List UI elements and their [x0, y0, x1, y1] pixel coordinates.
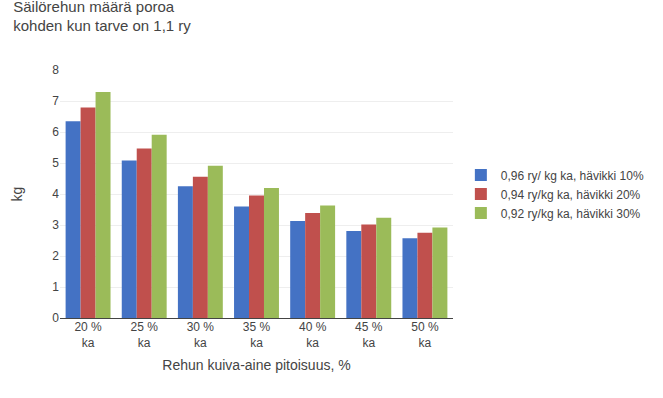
svg-text:4: 4 [52, 187, 59, 201]
svg-text:50 %ka: 50 %ka [411, 320, 439, 350]
svg-text:0,92 ry/kg ka, hävikki 30%: 0,92 ry/kg ka, hävikki 30% [501, 207, 641, 221]
svg-text:0,94 ry/kg ka, hävikki 20%: 0,94 ry/kg ka, hävikki 20% [501, 188, 641, 202]
svg-text:kg: kg [9, 187, 25, 202]
svg-text:0: 0 [52, 311, 59, 325]
svg-text:5: 5 [52, 156, 59, 170]
svg-text:3: 3 [52, 218, 59, 232]
svg-text:45 %ka: 45 %ka [355, 320, 383, 350]
svg-text:Säilörehun määrä poroakohden k: Säilörehun määrä poroakohden kun tarve o… [13, 0, 191, 34]
svg-text:7: 7 [52, 94, 59, 108]
svg-text:30 %ka: 30 %ka [187, 320, 215, 350]
svg-text:1: 1 [52, 280, 59, 294]
svg-text:20 %ka: 20 %ka [74, 320, 102, 350]
svg-text:2: 2 [52, 249, 59, 263]
svg-text:25 %ka: 25 %ka [131, 320, 159, 350]
svg-text:40 %ka: 40 %ka [299, 320, 327, 350]
svg-text:8: 8 [52, 63, 59, 77]
svg-text:35 %ka: 35 %ka [243, 320, 271, 350]
svg-text:6: 6 [52, 125, 59, 139]
svg-text:Rehun kuiva-aine pitoisuus, %: Rehun kuiva-aine pitoisuus, % [162, 357, 350, 373]
svg-text:0,96 ry/ kg ka, hävikki 10%: 0,96 ry/ kg ka, hävikki 10% [501, 169, 644, 183]
